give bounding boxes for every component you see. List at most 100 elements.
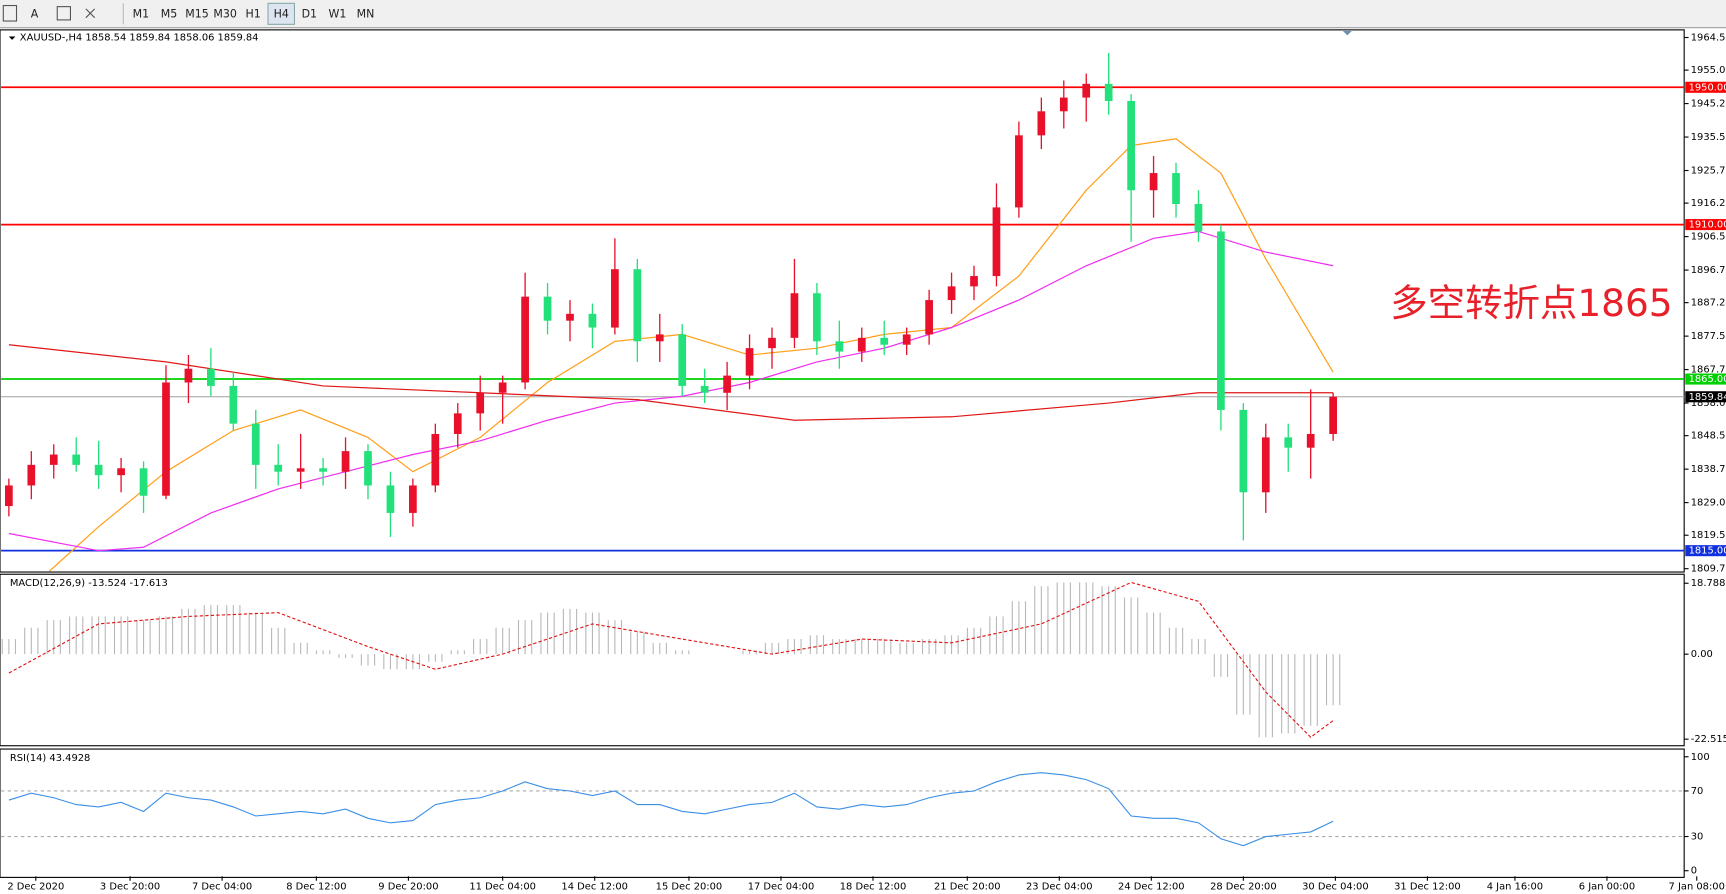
macd-bar [681,650,683,655]
macd-bar [1182,627,1184,655]
macd-bar [966,627,968,655]
macd-bar [1146,612,1148,655]
x-tick-label: 7 Jan 08:00 [1669,881,1725,892]
tool-icon[interactable] [2,4,18,22]
timeframe-button[interactable]: MN [357,7,375,20]
timeframe-button[interactable]: D1 [302,7,317,20]
macd-bar [239,605,241,655]
macd-bar [861,639,863,655]
level-label: 1950.00 [1689,82,1726,93]
candle-body [1217,231,1225,410]
active-timeframe[interactable] [267,2,296,25]
macd-bar [877,639,879,655]
macd-bar [136,620,138,655]
macd-bar [1108,586,1110,655]
macd-bar [1085,582,1087,655]
timeframe-button[interactable]: W1 [328,7,346,20]
macd-bar [14,639,17,655]
timeframe-button[interactable]: M30 [213,7,236,20]
shift-marker[interactable] [1342,30,1352,36]
y-tick-label: 1867.75 [1691,365,1726,376]
indicator-title: MACD(12,26,9) -13.524 -17.613 [10,578,168,589]
y-tick-label: 1848.50 [1691,431,1726,442]
macd-bar [24,627,26,655]
candle-body [1329,396,1337,434]
macd-bar [338,654,340,658]
macd-bar [8,639,10,655]
macd-bar [562,608,564,655]
macd-bar [46,620,48,655]
macd-bar [607,620,609,655]
macd-bar [742,650,744,655]
macd-bar [576,608,578,655]
candle-body [72,454,81,465]
x-tick-label: 8 Dec 12:00 [286,881,346,892]
y-tick-label: 70 [1691,786,1704,797]
candle-body [1082,83,1091,98]
y-tick-label: 1829.00 [1691,498,1726,509]
macd-bar [306,642,308,655]
macd-bar [69,616,71,655]
y-tick-label: 1809.75 [1691,564,1726,575]
macd-bar [226,605,228,655]
timeframe-button[interactable]: M1 [133,7,149,20]
macd-bar [800,639,802,655]
macd-bar [1197,639,1200,655]
timeframe-button[interactable]: M5 [161,7,177,20]
x-tick-label: 30 Dec 04:00 [1302,881,1369,892]
macd-bar [755,650,757,655]
y-tick-label: 1964.50 [1691,32,1726,43]
timeframe-button[interactable]: M15 [185,7,208,20]
macd-bar [1092,582,1094,655]
macd-bar [486,639,488,655]
macd-bar [450,650,452,655]
timeframe-button[interactable]: H1 [246,7,261,20]
text-tool[interactable]: A [31,7,39,20]
candle-body [1194,203,1203,232]
panel-menu[interactable] [8,36,16,40]
y-tick-label: 1925.75 [1691,166,1726,177]
candle-body [162,382,170,496]
macd-bar [1204,639,1206,655]
macd-bar [418,654,421,670]
macd-bar [1316,654,1318,726]
level-tag [1685,373,1726,385]
macd-bar [845,639,847,655]
moving-average [8,230,1334,552]
candle-body [1239,409,1248,493]
macd-bar [232,605,234,655]
macd-bar [165,616,167,655]
x-tick-label: 7 Dec 04:00 [192,881,252,892]
y-tick-label: 0 [1691,866,1697,877]
macd-bar [37,627,39,655]
arrow-tool[interactable] [85,8,96,19]
x-tick-label: 15 Dec 20:00 [656,881,723,892]
price-tag [1685,391,1726,403]
x-tick-label: 31 Dec 12:00 [1394,881,1461,892]
macd-bar [928,639,930,655]
macd-bar [194,608,196,655]
macd-bar [585,612,587,655]
macd-bar [1114,586,1116,655]
macd-bar [383,654,385,670]
macd-bar [1303,654,1305,726]
macd-bar [1130,597,1132,655]
macd-bar [396,654,398,670]
macd-bar [764,642,766,655]
macd-bar [957,635,959,655]
macd-bar [906,642,908,655]
macd-bar [300,642,302,655]
candle-body [1172,173,1180,204]
label-tool[interactable] [56,6,71,21]
macd-bar [172,616,174,655]
macd-bar [181,608,183,655]
candle-body [139,468,148,496]
timeframe-button[interactable]: H4 [274,7,289,20]
macd-bar [620,620,623,655]
macd-bar [1137,597,1139,655]
moving-average [48,138,1334,572]
macd-bar [553,612,555,655]
candle-body [49,454,58,465]
